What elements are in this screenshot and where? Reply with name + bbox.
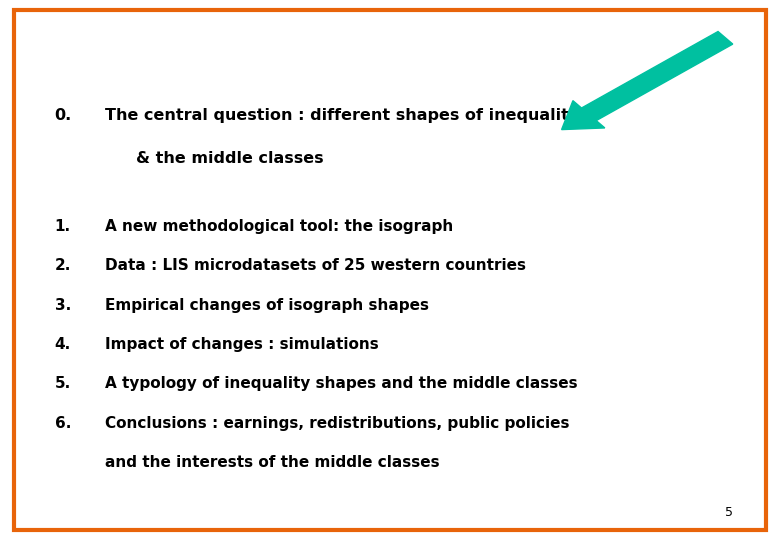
- Text: and the interests of the middle classes: and the interests of the middle classes: [105, 455, 440, 470]
- Text: A new methodological tool: the isograph: A new methodological tool: the isograph: [105, 219, 453, 234]
- Text: Conclusions : earnings, redistributions, public policies: Conclusions : earnings, redistributions,…: [105, 416, 570, 431]
- Text: 3.: 3.: [55, 298, 71, 313]
- Text: 6.: 6.: [55, 416, 71, 431]
- Text: The central question : different shapes of inequality: The central question : different shapes …: [105, 108, 580, 123]
- Text: 1.: 1.: [55, 219, 71, 234]
- Text: 4.: 4.: [55, 337, 71, 352]
- Text: 0.: 0.: [55, 108, 72, 123]
- Text: 5: 5: [725, 507, 733, 519]
- Text: A typology of inequality shapes and the middle classes: A typology of inequality shapes and the …: [105, 376, 578, 392]
- Text: Empirical changes of isograph shapes: Empirical changes of isograph shapes: [105, 298, 429, 313]
- Text: Data : LIS microdatasets of 25 western countries: Data : LIS microdatasets of 25 western c…: [105, 258, 526, 273]
- FancyArrow shape: [562, 31, 732, 130]
- Text: 2.: 2.: [55, 258, 71, 273]
- Text: Impact of changes : simulations: Impact of changes : simulations: [105, 337, 379, 352]
- Text: 5.: 5.: [55, 376, 71, 392]
- Text: & the middle classes: & the middle classes: [136, 151, 324, 166]
